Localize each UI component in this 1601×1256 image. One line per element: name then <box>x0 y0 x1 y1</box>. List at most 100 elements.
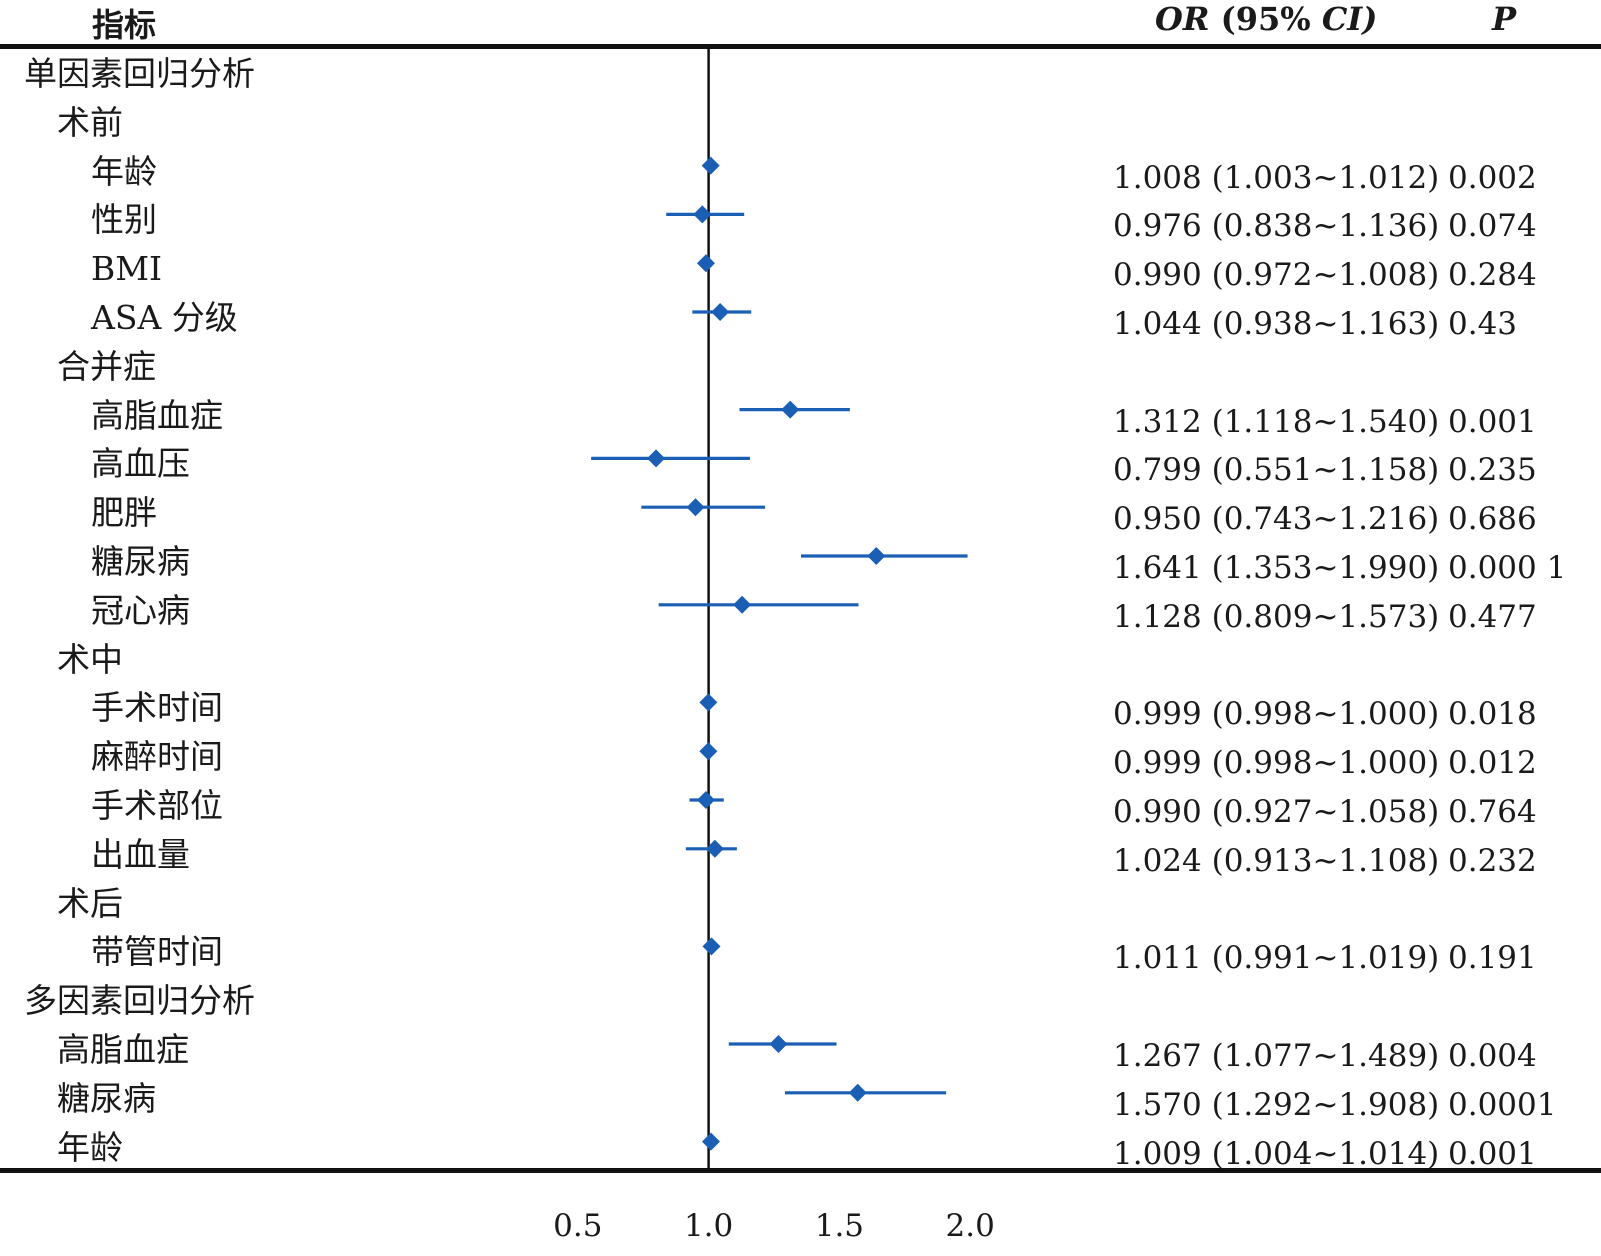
header-or-label: OR <box>1155 0 1210 38</box>
p-value: 0.001 <box>1448 1135 1537 1172</box>
forest-row: 冠心病 1.128 (0.809~1.573) 0.477 <box>0 587 1601 635</box>
row-label: 多因素回归分析 <box>24 981 255 1021</box>
forest-row: ASA 分级 1.044 (0.938~1.163) 0.43 <box>0 294 1601 342</box>
row-label: 年龄 <box>57 1127 123 1167</box>
forest-row: 糖尿病 1.570 (1.292~1.908) 0.0001 <box>0 1075 1601 1123</box>
or-point <box>701 156 720 175</box>
header-p: P <box>1492 0 1517 38</box>
p-value: 0.191 <box>1448 940 1537 977</box>
or-ci-value: 0.990 (0.927~1.058) <box>1113 794 1440 830</box>
or-point <box>696 254 715 273</box>
or-ci-value: 1.267 (1.077~1.489) <box>1113 1038 1440 1074</box>
or-ci-value: 1.009 (1.004~1.014) <box>1113 1135 1440 1172</box>
forest-row: 术前 <box>0 99 1601 147</box>
forest-row: 合并症 <box>0 343 1601 391</box>
or-ci-value: 0.799 (0.551~1.158) <box>1113 452 1440 489</box>
forest-row: 肥胖 0.950 (0.743~1.216) 0.686 <box>0 489 1601 537</box>
or-ci-value: 1.008 (1.003~1.012) <box>1113 159 1440 196</box>
row-label: 术后 <box>57 883 123 923</box>
row-label: 高脂血症 <box>91 395 223 435</box>
forest-row: 年龄 1.008 (1.003~1.012) 0.002 <box>0 148 1601 196</box>
or-point <box>647 449 666 468</box>
p-value: 0.43 <box>1448 306 1518 342</box>
row-label: ASA 分级 <box>91 298 238 337</box>
forest-row: 多因素回归分析 <box>0 977 1601 1025</box>
p-value: 0.232 <box>1448 842 1537 879</box>
p-value: 0.235 <box>1448 452 1537 489</box>
or-point <box>733 595 752 614</box>
bottom-rule <box>0 1168 1601 1173</box>
or-ci-value: 0.999 (0.998~1.000) <box>1113 696 1440 733</box>
row-label: 糖尿病 <box>57 1078 156 1118</box>
or-point <box>699 742 718 761</box>
or-ci-value: 0.999 (0.998~1.000) <box>1113 745 1440 782</box>
forest-row: 出血量 1.024 (0.913~1.108) 0.232 <box>0 831 1601 879</box>
p-value: 0.764 <box>1448 794 1537 830</box>
or-point <box>705 839 724 858</box>
or-ci-value: 1.011 (0.991~1.019) <box>1113 940 1440 977</box>
or-point <box>686 498 705 517</box>
row-label: 出血量 <box>91 834 190 874</box>
row-label: 单因素回归分析 <box>24 54 255 93</box>
or-point <box>702 937 721 956</box>
p-value: 0.284 <box>1448 257 1537 294</box>
or-ci-value: 1.128 (0.809~1.573) <box>1113 598 1440 635</box>
header-indicator: 指标 <box>92 6 157 44</box>
row-label: 高血压 <box>91 444 190 484</box>
p-value: 0.001 <box>1448 403 1537 440</box>
row-label: 性别 <box>91 200 157 240</box>
or-ci-value: 0.950 (0.743~1.216) <box>1113 501 1440 538</box>
row-label: 手术部位 <box>91 786 223 825</box>
row-label: BMI <box>91 249 163 289</box>
forest-row: 带管时间 1.011 (0.991~1.019) 0.191 <box>0 928 1601 976</box>
row-label: 麻醉时间 <box>91 737 223 777</box>
forest-row: 高血压 0.799 (0.551~1.158) 0.235 <box>0 440 1601 488</box>
or-ci-value: 1.044 (0.938~1.163) <box>1113 306 1440 342</box>
forest-row: BMI 0.990 (0.972~1.008) 0.284 <box>0 245 1601 293</box>
or-point <box>701 1132 720 1151</box>
forest-row: 麻醉时间 0.999 (0.998~1.000) 0.012 <box>0 733 1601 781</box>
or-point <box>693 205 712 224</box>
forest-row: 年龄 1.009 (1.004~1.014) 0.001 <box>0 1124 1601 1172</box>
forest-row: 高脂血症 1.267 (1.077~1.489) 0.004 <box>0 1026 1601 1074</box>
or-point <box>699 693 718 712</box>
x-tick-label: 1.5 <box>814 1208 865 1244</box>
x-tick-label: 1.0 <box>683 1208 734 1244</box>
p-value: 0.002 <box>1448 159 1537 196</box>
or-point <box>711 303 730 321</box>
forest-row: 高脂血症 1.312 (1.118~1.540) 0.001 <box>0 392 1601 440</box>
or-ci-value: 1.641 (1.353~1.990) <box>1113 550 1440 586</box>
row-label: 年龄 <box>91 151 157 191</box>
or-point <box>781 400 800 419</box>
row-label: 肥胖 <box>91 493 157 533</box>
or-ci-value: 0.990 (0.972~1.008) <box>1113 257 1440 294</box>
p-value: 0.686 <box>1448 501 1537 538</box>
p-value: 0.074 <box>1448 208 1537 245</box>
or-point <box>867 547 886 565</box>
forest-row: 性别 0.976 (0.838~1.136) 0.074 <box>0 196 1601 244</box>
or-ci-value: 0.976 (0.838~1.136) <box>1113 208 1440 245</box>
forest-row: 糖尿病 1.641 (1.353~1.990) 0.000 1 <box>0 538 1601 586</box>
or-point <box>848 1083 867 1102</box>
row-label: 糖尿病 <box>91 542 190 581</box>
or-point <box>769 1035 788 1053</box>
row-label: 高脂血症 <box>57 1030 189 1069</box>
or-point <box>696 791 715 809</box>
p-value: 0.477 <box>1448 598 1537 635</box>
top-rule <box>0 44 1601 49</box>
row-label: 术前 <box>57 102 123 142</box>
x-tick-label: 2.0 <box>945 1208 995 1244</box>
forest-row: 手术部位 0.990 (0.927~1.058) 0.764 <box>0 782 1601 830</box>
x-tick-label: 0.5 <box>553 1208 603 1244</box>
row-label: 带管时间 <box>91 932 223 972</box>
forest-row: 手术时间 0.999 (0.998~1.000) 0.018 <box>0 684 1601 732</box>
header-or-percent: (95% <box>1220 0 1311 38</box>
or-ci-value: 1.024 (0.913~1.108) <box>1113 842 1440 879</box>
row-label: 冠心病 <box>91 590 190 630</box>
or-ci-value: 1.312 (1.118~1.540) <box>1113 403 1440 440</box>
row-label: 合并症 <box>57 346 156 386</box>
row-label: 术中 <box>57 639 123 679</box>
p-value: 0.012 <box>1448 745 1537 782</box>
forest-row: 术中 <box>0 636 1601 684</box>
